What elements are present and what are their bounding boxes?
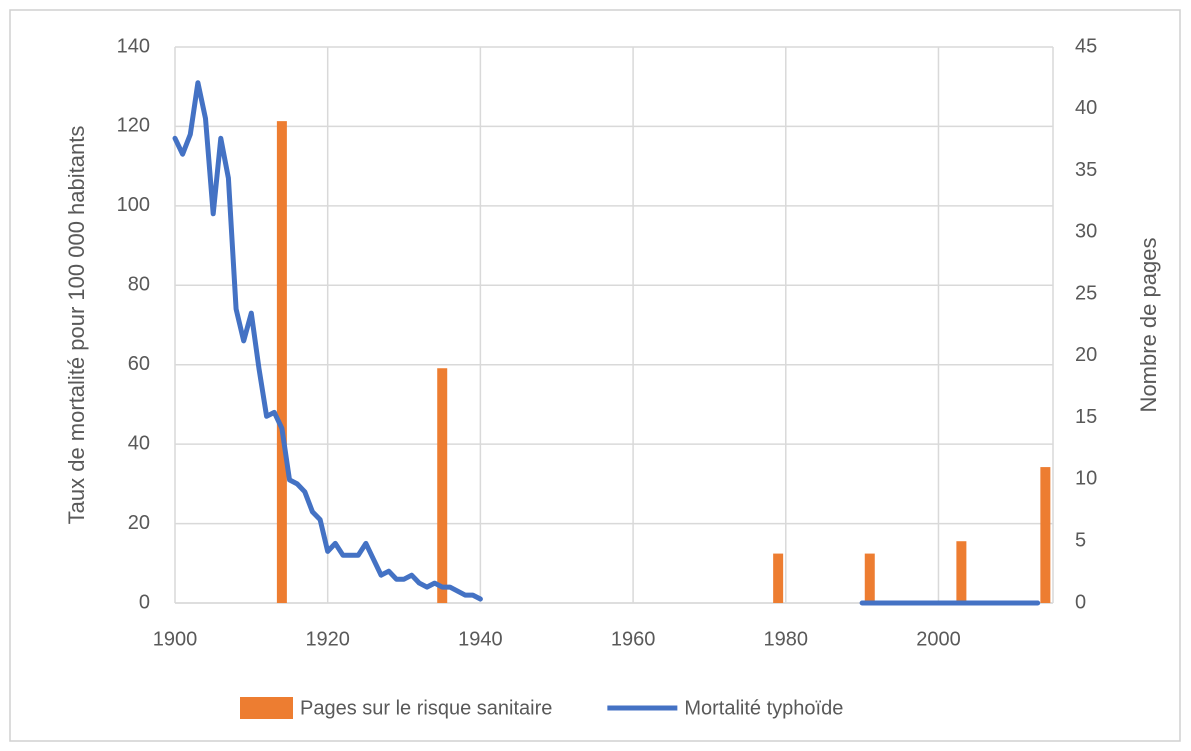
y2-tick-label: 45	[1075, 35, 1097, 57]
y2-axis-label: Nombre de pages	[1136, 238, 1161, 413]
bar	[864, 553, 875, 603]
y2-tick-label: 20	[1075, 344, 1097, 366]
bar	[1040, 467, 1051, 603]
legend-label: Mortalité typhoïde	[684, 697, 843, 719]
y-axis-label: Taux de mortalité pour 100 000 habitants	[64, 126, 89, 525]
x-tick-label: 1920	[305, 628, 350, 650]
x-tick-label: 1900	[153, 628, 198, 650]
y-tick-label: 60	[128, 353, 150, 375]
y2-tick-label: 15	[1075, 406, 1097, 428]
x-tick-label: 2000	[916, 628, 961, 650]
x-tick-label: 1940	[458, 628, 503, 650]
x-tick-label: 1980	[764, 628, 809, 650]
y2-tick-label: 0	[1075, 591, 1086, 613]
y2-tick-label: 35	[1075, 159, 1097, 181]
y-tick-label: 40	[128, 432, 150, 454]
bar	[276, 121, 287, 603]
y-tick-label: 140	[117, 35, 150, 57]
y2-tick-label: 25	[1075, 282, 1097, 304]
y2-tick-label: 5	[1075, 530, 1086, 552]
bar	[956, 541, 967, 603]
y-tick-label: 0	[139, 591, 150, 613]
x-tick-label: 1960	[611, 628, 656, 650]
y2-tick-label: 40	[1075, 97, 1097, 119]
y-tick-label: 20	[128, 512, 150, 534]
y-tick-label: 120	[117, 115, 150, 137]
y-tick-label: 80	[128, 274, 150, 296]
bar	[773, 553, 784, 603]
line	[172, 80, 1041, 606]
y-tick-label: 100	[117, 194, 150, 216]
bar	[437, 368, 448, 603]
legend-swatch	[240, 697, 293, 719]
legend-label: Pages sur le risque sanitaire	[300, 697, 552, 719]
y2-tick-label: 30	[1075, 221, 1097, 243]
y2-tick-label: 10	[1075, 468, 1097, 490]
